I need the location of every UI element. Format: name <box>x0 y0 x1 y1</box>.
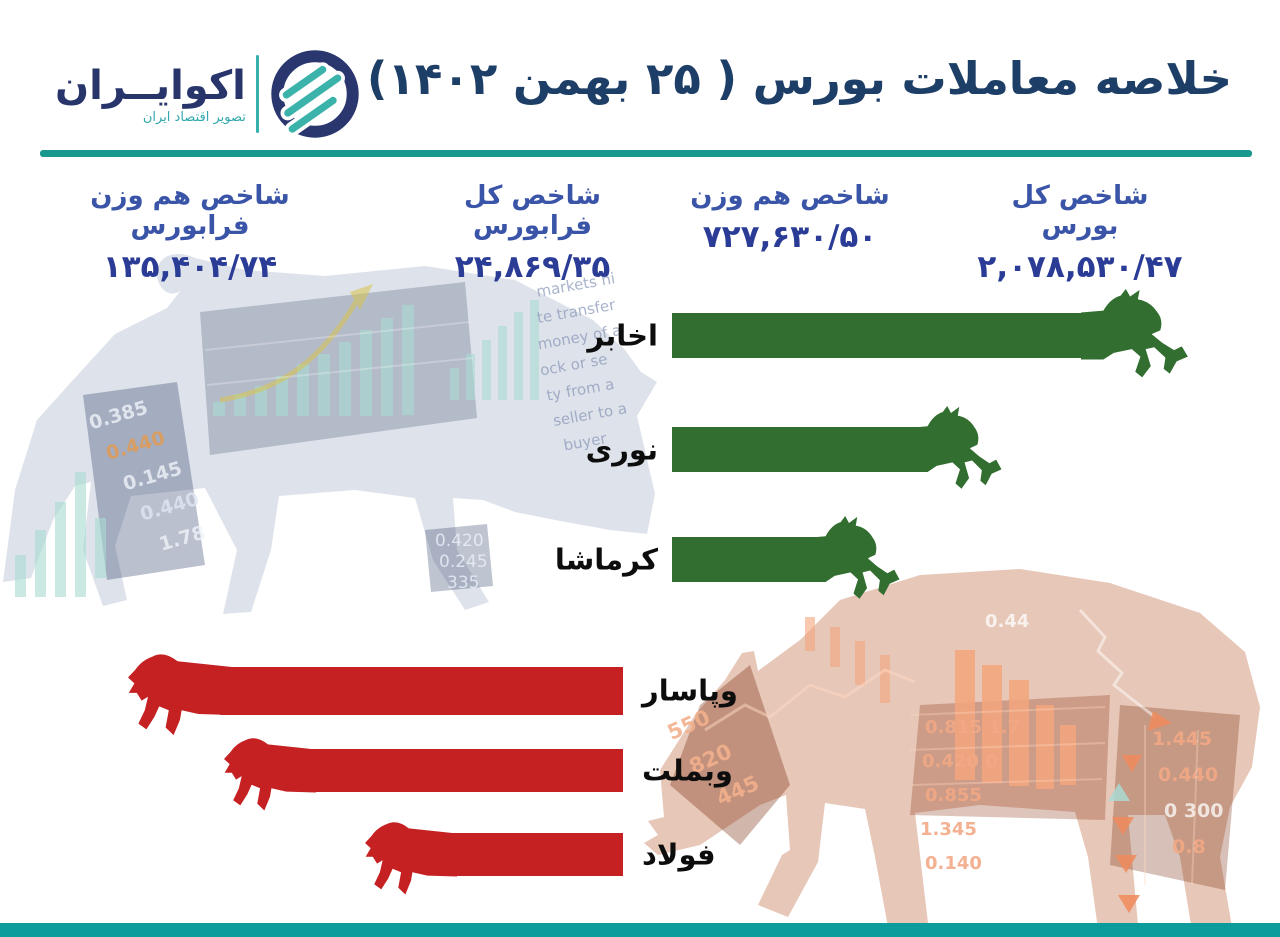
gainer-label: نوری <box>585 432 658 466</box>
index-value: ۷۲۷,۶۳۰/۵۰ <box>702 218 878 255</box>
loser-bar <box>304 749 623 792</box>
svg-text:335: 335 <box>447 573 479 593</box>
bear-texture-right-numbers: 1.445 0.440 0 300 0.8 <box>1152 728 1224 858</box>
index-label: شاخص هم وزن فرابورس <box>90 181 290 241</box>
gainer-row-nouri: نوری <box>586 405 1006 489</box>
page-title: خلاصه معاملات بورس ( ۲۵ بهمن ۱۴۰۲) <box>366 52 1233 105</box>
index-value: ۲۴,۸۶۹/۳۵ <box>454 248 611 285</box>
loser-bar <box>220 667 623 715</box>
bear-icon <box>224 737 316 811</box>
svg-text:0.44: 0.44 <box>985 611 1029 632</box>
bear-texture-candles <box>805 617 890 703</box>
gainer-bar <box>672 313 1095 358</box>
bear-texture-bars <box>955 650 1076 789</box>
svg-text:0.420: 0.420 <box>435 531 484 551</box>
bull-texture-box-numbers: 0.420 0.245 335 <box>435 531 488 593</box>
bear-texture-gridlines <box>909 706 1199 886</box>
bull-texture-candles <box>15 300 539 597</box>
index-label: شاخص هم وزن <box>690 181 890 211</box>
svg-text:0.440: 0.440 <box>1158 764 1218 786</box>
loser-row-vebmellat: وبملت <box>224 737 733 811</box>
index-equal-weight-farabourse: شاخص هم وزن فرابورس ۱۳۵,۴۰۴/۷۴ <box>35 181 345 285</box>
ecoiran-logo: اکوایــران تصویر اقتصاد ایران <box>55 48 361 140</box>
bear-texture-decline-line <box>704 608 1172 732</box>
svg-text:0.8: 0.8 <box>1172 836 1206 858</box>
gainer-label: اخابر <box>587 318 658 352</box>
bull-texture-arrow <box>219 284 373 403</box>
index-value: ۲,۰۷۸,۵۳۰/۴۷ <box>977 248 1183 285</box>
bull-silhouette <box>3 254 657 615</box>
svg-text:0.855: 0.855 <box>925 785 982 806</box>
header-divider-rule <box>40 150 1252 157</box>
bull-texture-gridlines <box>204 321 474 386</box>
bull-icon <box>1081 288 1188 377</box>
index-total-bourse: شاخص کل بورس ۲,۰۷۸,۵۳۰/۴۷ <box>975 181 1185 285</box>
svg-text:0.245: 0.245 <box>439 552 488 572</box>
gainer-row-kermasha: کرماشا <box>555 515 904 599</box>
gainer-bar <box>672 537 820 582</box>
footer-accent-band <box>0 923 1280 937</box>
ecoiran-logo-mark-icon <box>271 50 359 138</box>
bear-icon <box>365 821 457 895</box>
loser-row-foolad: فولاد <box>365 821 716 895</box>
index-label: شاخص کل فرابورس <box>464 181 601 241</box>
bear-market-background-image: 550 820 445 0.44 0.815 1.7 0.420 0 0.855… <box>644 569 1260 931</box>
svg-text:1.445: 1.445 <box>1152 728 1212 750</box>
gainer-row-akhaber: اخابر <box>587 288 1193 377</box>
index-value: ۱۳۵,۴۰۴/۷۴ <box>102 248 278 285</box>
loser-row-vepasar: وپاسار <box>128 654 738 736</box>
svg-text:1.345: 1.345 <box>920 819 977 840</box>
logo-text-block: اکوایــران تصویر اقتصاد ایران <box>55 64 246 125</box>
loser-label: وپاسار <box>642 673 738 708</box>
index-label: شاخص کل بورس <box>1011 181 1149 241</box>
logo-name: اکوایــران <box>55 62 246 109</box>
bull-icon <box>908 405 1002 489</box>
svg-text:0.420 0: 0.420 0 <box>922 751 998 772</box>
bear-icon <box>128 654 232 736</box>
svg-text:0 300: 0 300 <box>1164 800 1224 822</box>
loser-label: فولاد <box>642 837 716 871</box>
bull-icon <box>806 515 900 599</box>
index-total-farabourse: شاخص کل فرابورس ۲۴,۸۶۹/۳۵ <box>425 181 640 285</box>
gainer-label: کرماشا <box>554 542 658 576</box>
logo-tagline: تصویر اقتصاد ایران <box>142 109 246 125</box>
svg-text:0.815 1.7: 0.815 1.7 <box>925 717 1020 738</box>
bull-market-background-image: 0.385 0.440 0.145 0.440 1.78 markets ni … <box>3 254 657 615</box>
loser-bar <box>445 833 623 876</box>
loser-label: وبملت <box>642 753 733 787</box>
svg-text:0.140: 0.140 <box>925 853 982 874</box>
bear-texture-mid-numbers: 0.44 0.815 1.7 0.420 0 0.855 1.345 0.140 <box>920 611 1029 874</box>
bear-texture-triangles <box>1108 755 1142 913</box>
logo-divider-line <box>255 55 259 133</box>
gainer-bar <box>672 427 922 472</box>
index-equal-weight: شاخص هم وزن ۷۲۷,۶۳۰/۵۰ <box>680 181 900 255</box>
